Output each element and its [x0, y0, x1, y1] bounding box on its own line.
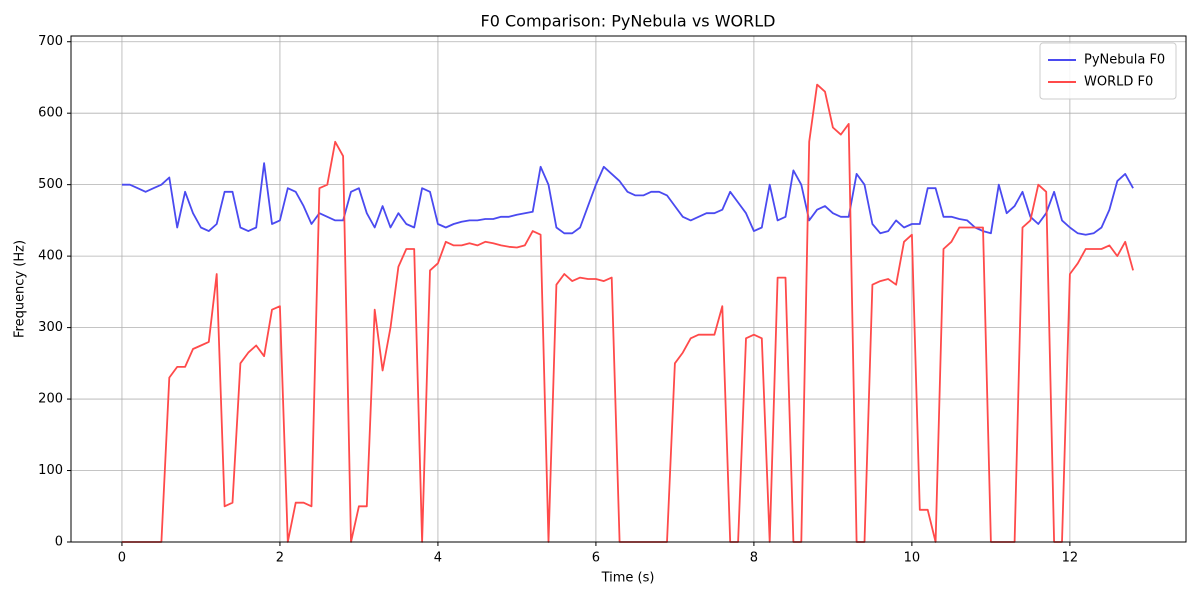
legend-label: PyNebula F0 [1084, 53, 1165, 68]
x-tick-label: 6 [592, 551, 600, 566]
x-tick-label: 8 [750, 551, 758, 566]
x-tick-label: 4 [434, 551, 442, 566]
plot-frame [70, 35, 1187, 543]
y-tick-label: 600 [38, 106, 63, 121]
legend: PyNebula F0 WORLD F0 [1039, 42, 1177, 100]
x-tick-label: 10 [904, 551, 921, 566]
chart-title: F0 Comparison: PyNebula vs WORLD [481, 12, 776, 31]
y-axis-label: Frequency (Hz) [13, 240, 28, 338]
x-tick-label: 0 [118, 551, 126, 566]
y-tick-label: 300 [38, 320, 63, 335]
y-tick-label: 400 [38, 249, 63, 264]
y-tick-label: 200 [38, 392, 63, 407]
series-line [122, 162, 1134, 236]
y-tick-label: 0 [55, 535, 63, 550]
legend-label: WORLD F0 [1084, 75, 1153, 90]
y-tick-label: 100 [38, 463, 63, 478]
x-axis-label: Time (s) [601, 571, 655, 586]
legend-box [1039, 42, 1177, 100]
x-tick-label: 2 [276, 551, 284, 566]
y-tick-label: 500 [38, 177, 63, 192]
x-tick-label: 12 [1062, 551, 1079, 566]
y-tick-label: 700 [38, 34, 63, 49]
